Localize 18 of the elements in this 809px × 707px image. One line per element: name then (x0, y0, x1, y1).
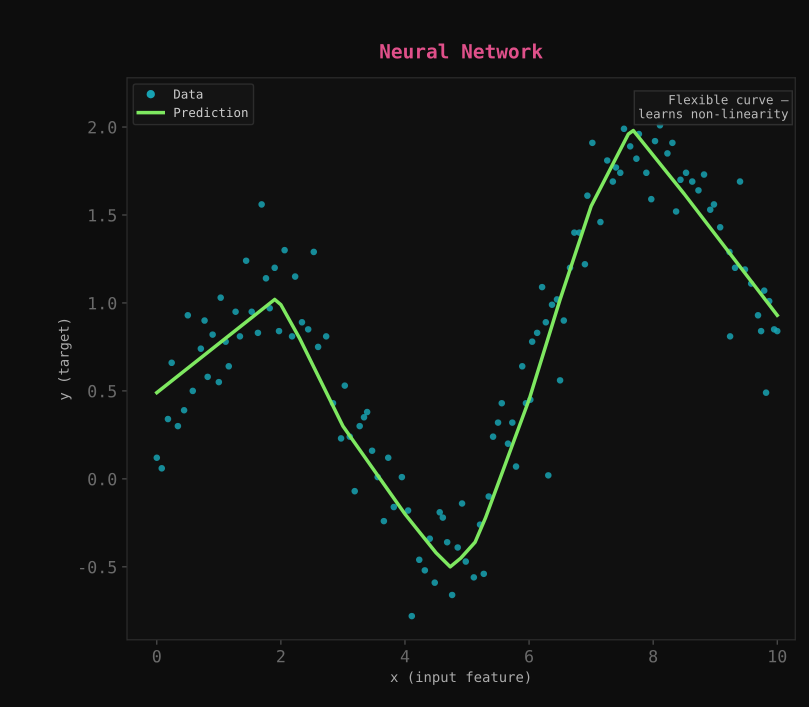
x-axis-title: x (input feature) (390, 671, 530, 685)
x-tick-label: 0 (152, 650, 161, 663)
chart-title: Neural Network (380, 44, 543, 59)
y-tick-label: 1.0 (89, 296, 116, 310)
annotation: Flexible curve — learns non-linearity (639, 94, 789, 121)
y-tick-label: 2.0 (88, 121, 116, 134)
x-tick-label: 2 (277, 650, 284, 662)
x-tick-label: 8 (649, 650, 658, 663)
y-tick-label: 1.5 (89, 209, 116, 222)
y-tick-label: 0.5 (88, 384, 116, 398)
x-tick-label: 4 (400, 650, 410, 662)
legend-label: Data (174, 89, 202, 99)
y-tick-label: -0.5 (80, 560, 116, 574)
legend-label: Prediction (174, 108, 248, 118)
x-tick-label: 10 (769, 650, 786, 663)
y-axis-title: y (target) (58, 320, 72, 400)
y-tick-label: 0.0 (88, 472, 116, 486)
x-tick-label: 6 (525, 650, 534, 663)
